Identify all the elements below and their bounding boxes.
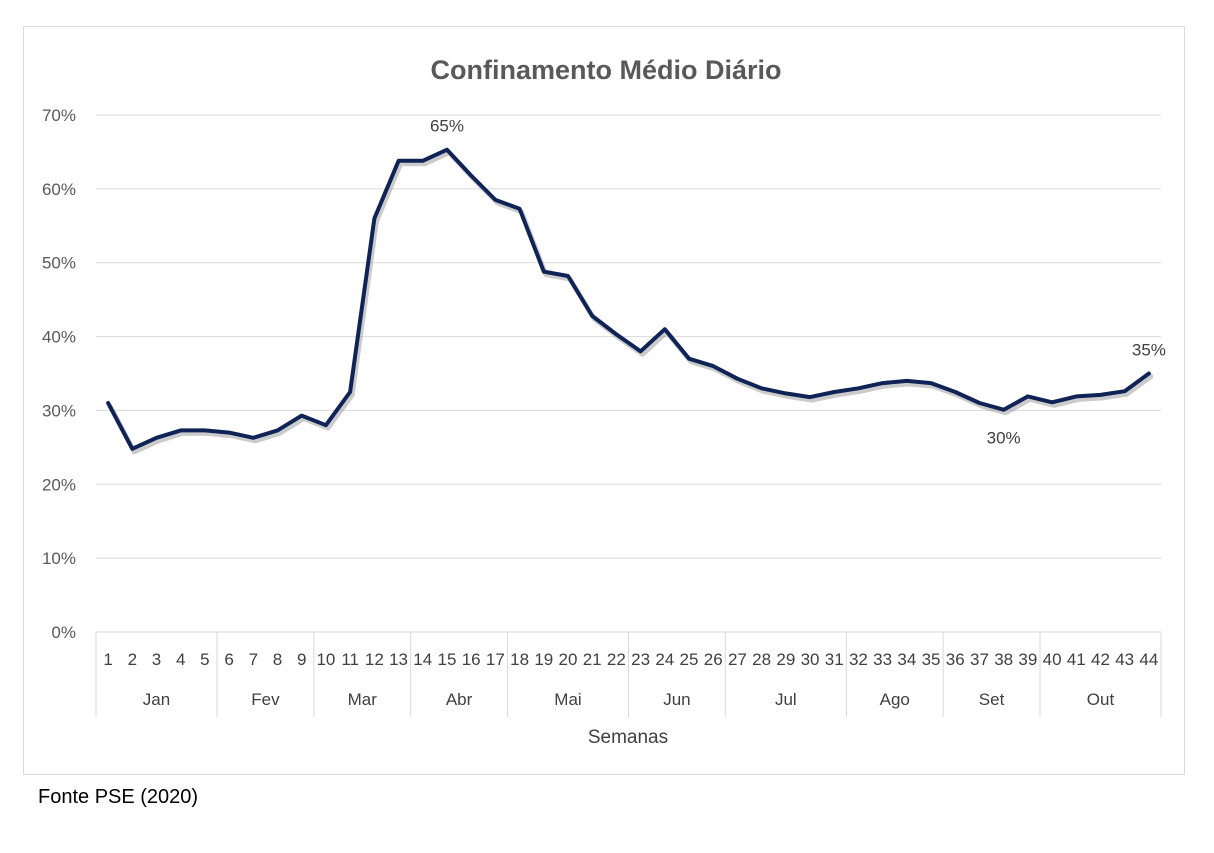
x-tick-label: 18 [510, 650, 529, 669]
y-tick-label: 20% [42, 475, 76, 494]
x-tick-label: 13 [389, 650, 408, 669]
month-label: Set [979, 690, 1005, 709]
y-tick-label: 70% [42, 106, 76, 125]
x-tick-label: 20 [559, 650, 578, 669]
month-label: Out [1087, 690, 1115, 709]
x-tick-label: 36 [946, 650, 965, 669]
x-tick-label: 15 [438, 650, 457, 669]
x-tick-label: 3 [152, 650, 161, 669]
y-tick-label: 10% [42, 549, 76, 568]
x-axis-title: Semanas [588, 727, 668, 748]
x-tick-label: 35 [922, 650, 941, 669]
data-label: 35% [1132, 341, 1166, 360]
x-tick-label: 26 [704, 650, 723, 669]
x-tick-label: 1 [103, 650, 112, 669]
x-tick-label: 39 [1018, 650, 1037, 669]
month-label: Ago [880, 690, 910, 709]
x-tick-label: 40 [1043, 650, 1062, 669]
x-tick-label: 5 [200, 650, 209, 669]
source-note: Fonte PSE (2020) [38, 786, 199, 808]
month-label: Abr [446, 690, 473, 709]
x-tick-label: 42 [1091, 650, 1110, 669]
x-tick-label: 27 [728, 650, 747, 669]
x-tick-label: 32 [849, 650, 868, 669]
x-axis: 1 2 3 4 5 6 7 8 9 10 11 12 13 14 15 16 17 18 19 20 21 22 23 24 2… [95, 631, 1162, 717]
data-label: 65% [430, 117, 464, 136]
x-tick-label: 2 [128, 650, 137, 669]
chart-frame: Confinamento Médio Diário 1 2 3 4 5 6 7 8 9 10 11 1… [23, 26, 1185, 775]
y-tick-label: 0% [51, 623, 76, 642]
x-tick-label: 19 [534, 650, 553, 669]
x-tick-label: 31 [825, 650, 844, 669]
month-label: Jul [775, 690, 797, 709]
x-tick-label: 11 [341, 650, 359, 669]
x-tick-label: 8 [273, 650, 282, 669]
x-tick-label: 22 [607, 650, 626, 669]
line-chart: Confinamento Médio Diário 1 2 3 4 5 6 7 8 9 10 11 1… [42, 55, 1166, 748]
x-tick-label: 17 [486, 650, 505, 669]
x-tick-label: 24 [655, 650, 674, 669]
x-tick-label: 44 [1139, 650, 1158, 669]
y-axis: 0% 10% 20% 30% 40% 50% 60% 70% [42, 106, 76, 642]
chart-title: Confinamento Médio Diário [431, 55, 782, 85]
x-tick-label: 12 [365, 650, 384, 669]
annotations: 65% 30% 35% [430, 117, 1166, 448]
y-tick-label: 50% [42, 254, 76, 273]
x-tick-label: 28 [752, 650, 771, 669]
series [106, 147, 1154, 455]
x-tick-label: 41 [1067, 650, 1086, 669]
x-tick-label: 7 [249, 650, 258, 669]
data-label: 30% [987, 429, 1021, 448]
x-tick-label: 10 [316, 650, 335, 669]
month-label: Fev [251, 690, 280, 709]
x-tick-label: 33 [873, 650, 892, 669]
x-tick-label: 21 [583, 650, 602, 669]
x-tick-label: 34 [897, 650, 916, 669]
series-line [106, 147, 1151, 451]
x-tick-label: 14 [413, 650, 432, 669]
month-label: Mar [348, 690, 378, 709]
x-tick-label: 6 [224, 650, 233, 669]
x-tick-label: 25 [680, 650, 699, 669]
y-tick-label: 30% [42, 401, 76, 420]
x-tick-label: 30 [801, 650, 820, 669]
x-tick-label: 29 [776, 650, 795, 669]
month-label: Jun [663, 690, 690, 709]
month-label: Mai [554, 690, 581, 709]
x-tick-label: 16 [462, 650, 481, 669]
gridlines [96, 114, 1161, 559]
x-tick-label: 38 [994, 650, 1013, 669]
x-tick-label: 9 [297, 650, 306, 669]
x-tick-label: 4 [176, 650, 185, 669]
x-tick-label: 23 [631, 650, 650, 669]
x-tick-label: 43 [1115, 650, 1134, 669]
month-label: Jan [143, 690, 170, 709]
y-tick-label: 40% [42, 328, 76, 347]
y-tick-label: 60% [42, 180, 76, 199]
x-tick-label: 37 [970, 650, 989, 669]
